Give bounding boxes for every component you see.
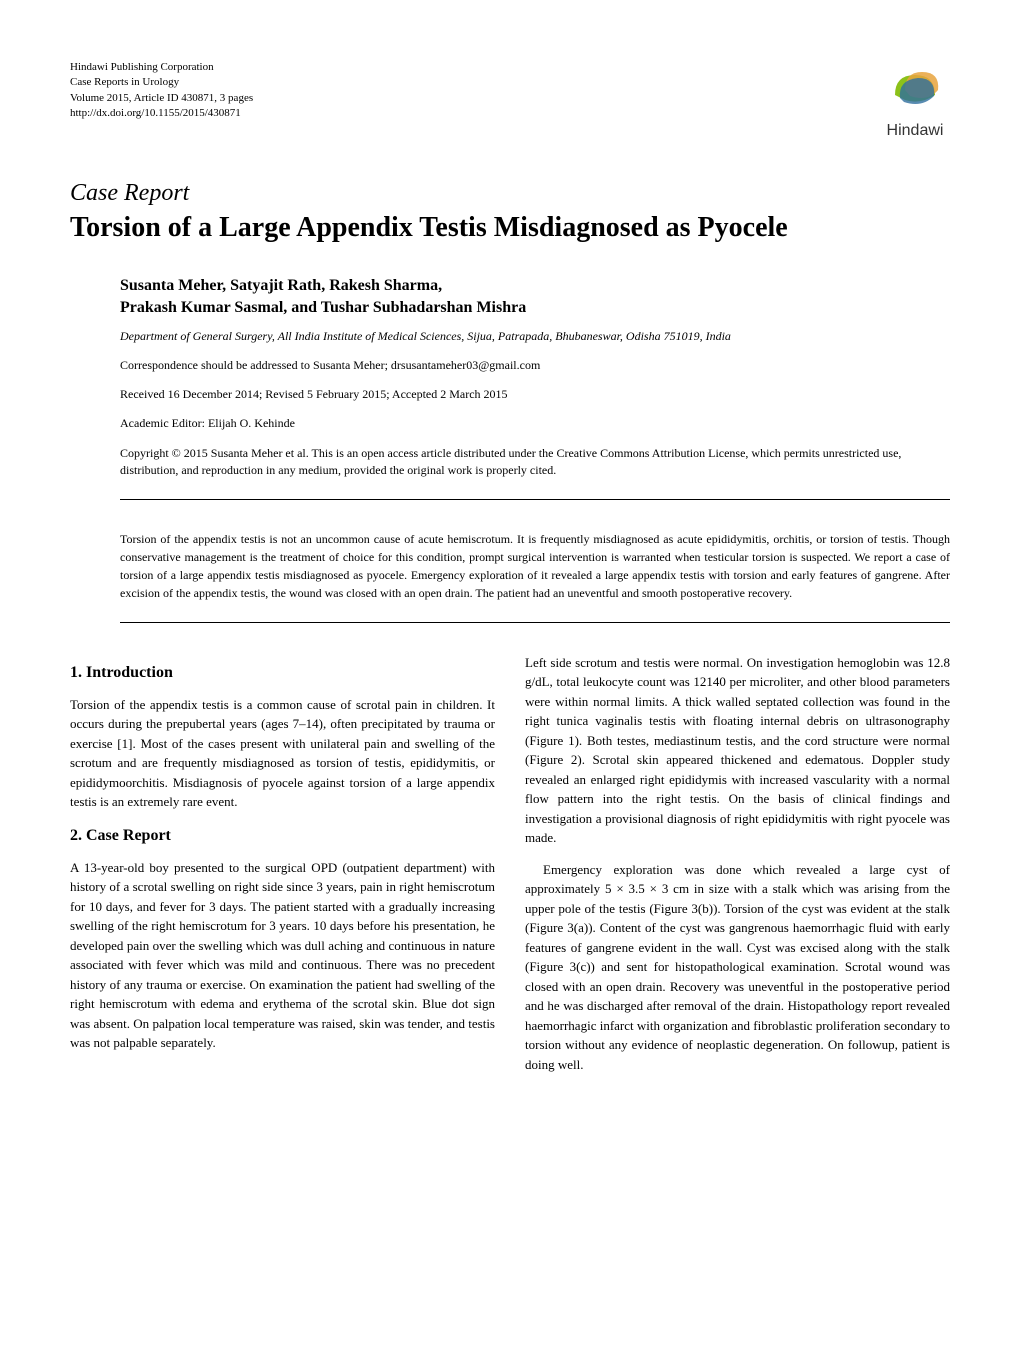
correspondence: Correspondence should be addressed to Su… [120,358,950,373]
publication-dates: Received 16 December 2014; Revised 5 Feb… [120,387,950,402]
header-row: Hindawi Publishing Corporation Case Repo… [70,60,950,140]
section-heading-case-report: 2. Case Report [70,824,495,848]
publisher-line-1: Hindawi Publishing Corporation [70,60,253,75]
article-metadata: Susanta Meher, Satyajit Rath, Rakesh Sha… [120,275,950,623]
abstract-text: Torsion of the appendix testis is not an… [120,530,950,602]
academic-editor: Academic Editor: Elijah O. Kehinde [120,416,950,431]
case-body-col1: A 13-year-old boy presented to the surgi… [70,858,495,1053]
affiliation: Department of General Surgery, All India… [120,329,950,344]
hindawi-logo: Hindawi [880,60,950,140]
case-body-col2-p2: Emergency exploration was done which rev… [525,860,950,1075]
divider-bottom [120,622,950,623]
case-body-col2-p1: Left side scrotum and testis were normal… [525,653,950,848]
article-type-label: Case Report [70,180,950,207]
article-title: Torsion of a Large Appendix Testis Misdi… [70,211,950,245]
column-left: 1. Introduction Torsion of the appendix … [70,653,495,1087]
authors-list: Susanta Meher, Satyajit Rath, Rakesh Sha… [120,275,950,320]
copyright-notice: Copyright © 2015 Susanta Meher et al. Th… [120,445,950,479]
hindawi-logo-icon [880,60,950,115]
body-columns: 1. Introduction Torsion of the appendix … [70,653,950,1087]
publisher-info: Hindawi Publishing Corporation Case Repo… [70,60,253,122]
publisher-line-4: http://dx.doi.org/10.1155/2015/430871 [70,106,253,121]
column-right: Left side scrotum and testis were normal… [525,653,950,1087]
hindawi-logo-text: Hindawi [880,122,950,140]
publisher-line-3: Volume 2015, Article ID 430871, 3 pages [70,91,253,106]
introduction-body: Torsion of the appendix testis is a comm… [70,695,495,812]
divider-top [120,499,950,500]
publisher-line-2: Case Reports in Urology [70,75,253,90]
section-heading-introduction: 1. Introduction [70,661,495,685]
